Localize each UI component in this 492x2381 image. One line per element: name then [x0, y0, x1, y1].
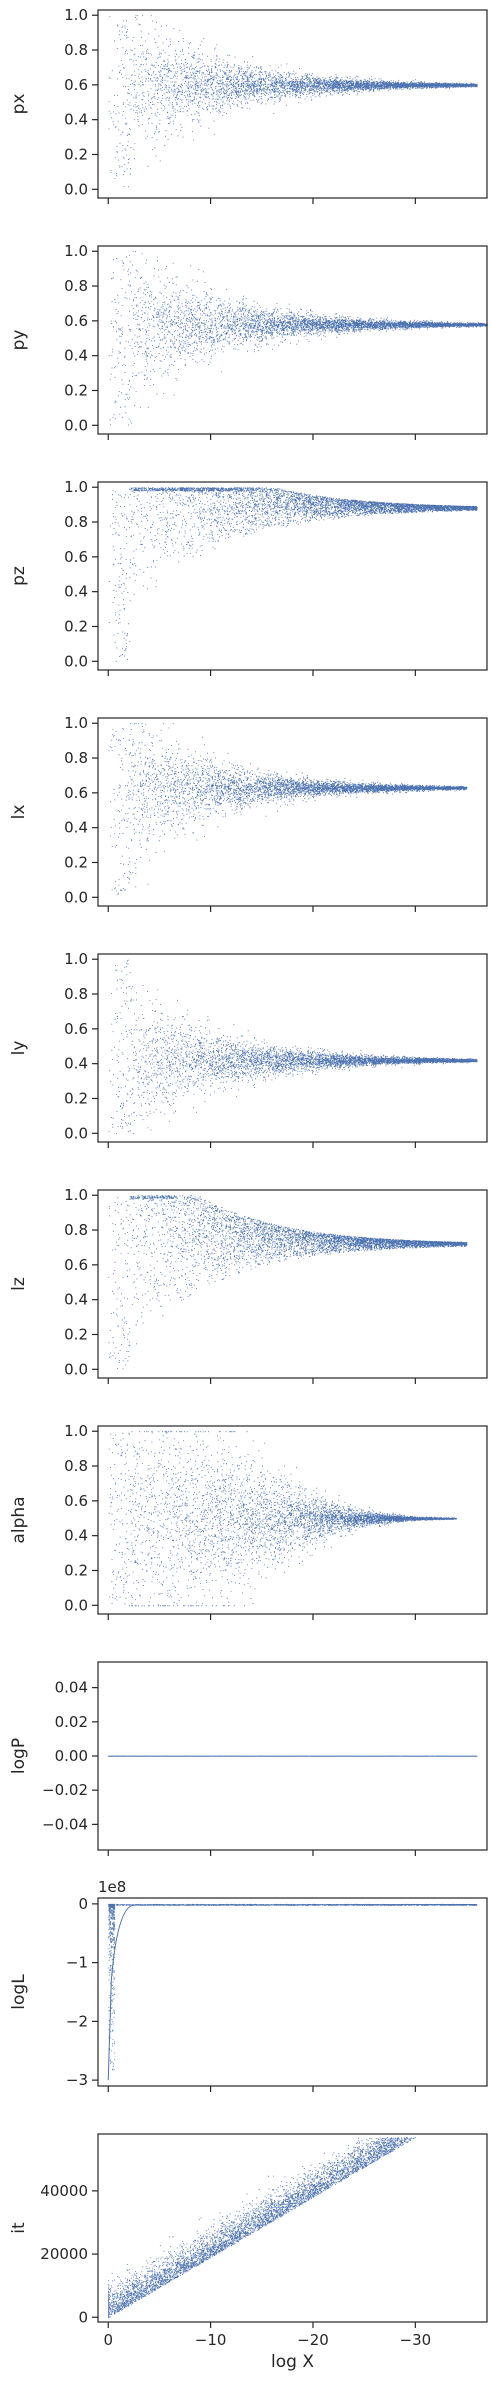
panel-pz: 0.0 0.2 0.4 0.6 0.8 1.0 pz — [9, 478, 488, 676]
ytick-label: 0.8 — [64, 1221, 88, 1239]
ytick-label: 0 — [78, 1895, 88, 1913]
scatter-points-logP — [108, 1755, 478, 1757]
scatter-points-it — [108, 2137, 416, 2319]
ylabel-lz: lz — [9, 1277, 29, 1291]
ytick-label: 1.0 — [64, 242, 88, 260]
panel-it: 0 20000 40000 0 −10 −20 −30 it log X — [9, 2133, 488, 2372]
ytick-label: 0.04 — [55, 1679, 88, 1697]
ytick-label: 0.2 — [64, 1089, 88, 1107]
xlabel: log X — [271, 2352, 314, 2372]
panel-py: 0.0 0.2 0.4 0.6 0.8 1.0 py — [9, 242, 488, 440]
scatter-points-lz — [108, 1195, 468, 1370]
panel-lx: 0.0 0.2 0.4 0.6 0.8 1.0 lx — [9, 714, 488, 912]
ytick-label: 1.0 — [64, 950, 88, 968]
offset-text: 1e8 — [98, 1878, 126, 1896]
ytick-label: 0.6 — [64, 312, 88, 330]
ytick-label: 0.8 — [64, 749, 88, 767]
xtick-label: −30 — [400, 2331, 432, 2349]
ytick-label: 0.00 — [55, 1747, 88, 1765]
ytick-label: −2 — [66, 2012, 88, 2030]
ytick-label: 0.4 — [64, 819, 88, 837]
ytick-label: 1.0 — [64, 1186, 88, 1204]
panel-logP: −0.04 −0.02 0.00 0.02 0.04 logP — [9, 1661, 488, 1856]
ytick-label: 0.2 — [64, 1561, 88, 1579]
panel-px: 0.0 0.2 0.4 0.6 0.8 1.0 px — [9, 6, 488, 204]
ylabel-alpha: alpha — [9, 1496, 29, 1543]
ytick-label: 0.0 — [64, 416, 88, 434]
ytick-label: 0.8 — [64, 1457, 88, 1475]
ytick-label: 40000 — [40, 2182, 88, 2200]
ytick-label: 0.2 — [64, 381, 88, 399]
ytick-label: 0.4 — [64, 1527, 88, 1545]
ytick-label: 1.0 — [64, 1422, 88, 1440]
ylabel-px: px — [9, 94, 29, 115]
panels: 0.0 0.2 0.4 0.6 0.8 1.0 px 0.0 0.2 0.4 0.6 0.8 1.0 py… — [9, 6, 488, 2372]
ytick-label: 0.4 — [64, 111, 88, 129]
panel-ly: 0.0 0.2 0.4 0.6 0.8 1.0 ly — [9, 950, 488, 1148]
ytick-label: 0.6 — [64, 548, 88, 566]
ytick-label: 0.0 — [64, 1360, 88, 1378]
ytick-label: 1.0 — [64, 6, 88, 24]
axes-frame-px — [97, 9, 488, 199]
ytick-label: −0.02 — [42, 1781, 88, 1799]
axes-frame-pz — [97, 481, 488, 671]
ytick-label: 0.8 — [64, 513, 88, 531]
ytick-label: 0.8 — [64, 41, 88, 59]
scatter-points-ly — [108, 959, 478, 1135]
ytick-label: 0.4 — [64, 1055, 88, 1073]
ytick-label: 0.8 — [64, 277, 88, 295]
ytick-label: 0.2 — [64, 1325, 88, 1343]
ytick-label: 0.2 — [64, 617, 88, 635]
panel-alpha: 0.0 0.2 0.4 0.6 0.8 1.0 alpha — [9, 1422, 488, 1620]
panel-logL: −3 −2 −1 0 logL 1e8 — [9, 1878, 488, 2092]
ytick-label: 1.0 — [64, 714, 88, 732]
axes-frame-lz — [97, 1189, 488, 1379]
ytick-label: 0.2 — [64, 853, 88, 871]
ytick-label: 0.0 — [64, 652, 88, 670]
xtick-label: 0 — [103, 2331, 113, 2349]
axes-frame-ly — [97, 953, 488, 1143]
xtick-label: −10 — [195, 2331, 227, 2349]
ytick-label: 0.4 — [64, 1291, 88, 1309]
ylabel-logP: logP — [9, 1738, 29, 1774]
ytick-label: −3 — [66, 2071, 88, 2089]
ytick-label: 0.4 — [64, 583, 88, 601]
ylabel-lx: lx — [9, 805, 29, 820]
axes-frame-lx — [97, 717, 488, 907]
ylabel-ly: ly — [9, 1041, 29, 1056]
ytick-label: 0.0 — [64, 888, 88, 906]
ytick-label: −0.04 — [42, 1815, 88, 1833]
ytick-label: 1.0 — [64, 478, 88, 496]
xtick-label: −20 — [297, 2331, 329, 2349]
axes-frame-py — [97, 245, 488, 435]
ytick-label: 0.0 — [64, 1596, 88, 1614]
ytick-label: 0.0 — [64, 180, 88, 198]
ytick-label: −1 — [66, 1954, 88, 1972]
axes-frame-logL — [97, 1897, 488, 2087]
ytick-label: 0.4 — [64, 347, 88, 365]
ytick-label: 0.6 — [64, 1256, 88, 1274]
ytick-label: 0.8 — [64, 985, 88, 1003]
ytick-label: 0.6 — [64, 1020, 88, 1038]
ytick-label: 0.2 — [64, 145, 88, 163]
scatter-points-logL — [107, 1903, 478, 2081]
scatter-points-alpha — [108, 1431, 457, 1607]
ytick-label: 0.0 — [64, 1124, 88, 1142]
ylabel-it: it — [9, 2222, 29, 2234]
ylabel-py: py — [9, 330, 29, 351]
ytick-label: 20000 — [40, 2245, 88, 2263]
ytick-label: 0.6 — [64, 1492, 88, 1510]
axes-frame-alpha — [97, 1425, 488, 1615]
ytick-label: 0.6 — [64, 76, 88, 94]
ytick-label: 0.02 — [55, 1713, 88, 1731]
panel-lz: 0.0 0.2 0.4 0.6 0.8 1.0 lz — [9, 1186, 488, 1384]
ylabel-logL: logL — [9, 1974, 29, 2010]
axes-frame-it — [97, 2133, 488, 2323]
ytick-label: 0 — [78, 2308, 88, 2326]
ylabel-pz: pz — [9, 566, 29, 586]
ytick-label: 0.6 — [64, 784, 88, 802]
